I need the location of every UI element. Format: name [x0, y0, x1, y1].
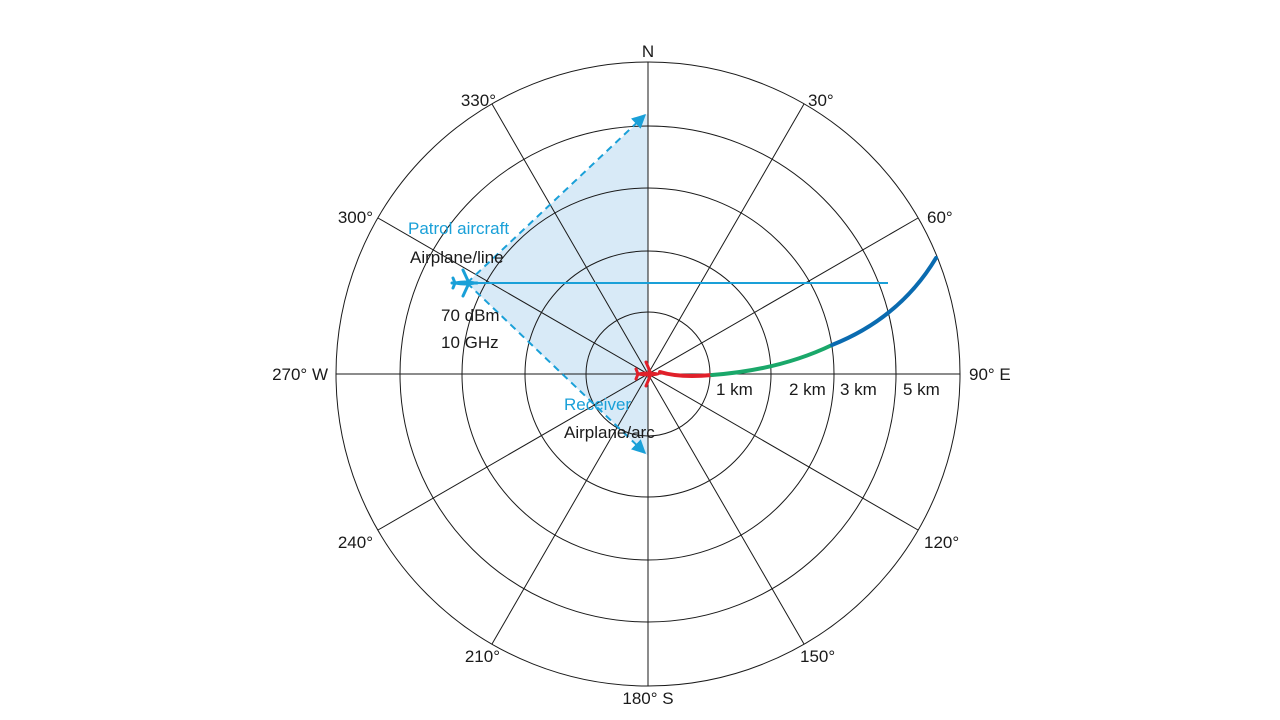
receiver-model: Airplane/arc: [564, 423, 655, 442]
label-300: 300°: [338, 208, 373, 227]
receiver-name: Receiver: [564, 395, 631, 414]
range-label-1km: 1 km: [716, 380, 753, 399]
range-label-2km: 2 km: [789, 380, 826, 399]
patrol-frequency: 10 GHz: [441, 333, 499, 352]
range-label-5km: 5 km: [903, 380, 940, 399]
label-east: 90° E: [969, 365, 1011, 384]
label-210: 210°: [465, 647, 500, 666]
receiver-arc-far: [830, 256, 938, 347]
coverage-sector: [467, 113, 648, 456]
receiver-arc-mid: [710, 343, 834, 377]
label-120: 120°: [924, 533, 959, 552]
label-south: 180° S: [622, 689, 673, 708]
receiver-arc-near: [658, 370, 714, 378]
beam-edge-upper: [466, 114, 647, 284]
beam-edge-lower: [466, 282, 647, 454]
label-west: 270° W: [272, 365, 328, 384]
label-60: 60°: [927, 208, 953, 227]
patrol-power: 70 dBm: [441, 306, 500, 325]
label-north: N: [642, 42, 654, 61]
patrol-aircraft-icon: [450, 268, 479, 298]
range-label-3km: 3 km: [840, 380, 877, 399]
label-150: 150°: [800, 647, 835, 666]
patrol-name: Patrol aircraft: [408, 219, 509, 238]
patrol-model: Airplane/line: [410, 248, 504, 267]
receiver-aircraft-icon: [634, 360, 660, 388]
label-330: 330°: [461, 91, 496, 110]
label-240: 240°: [338, 533, 373, 552]
label-30: 30°: [808, 91, 834, 110]
